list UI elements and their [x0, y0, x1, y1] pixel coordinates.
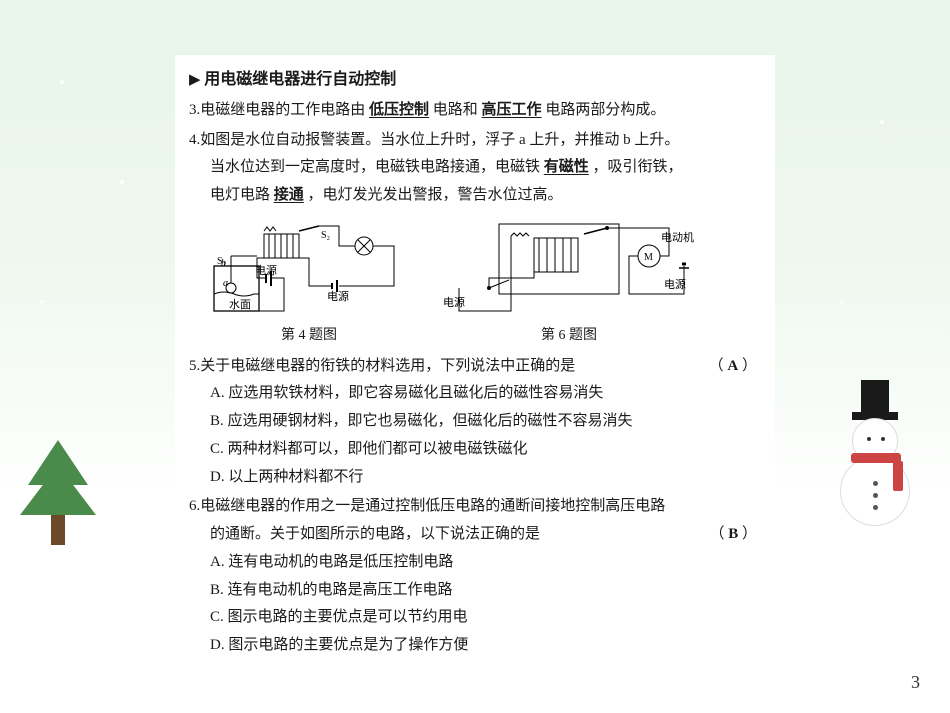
question-4: 4.如图是水位自动报警装置。当水位上升时，浮子 a 上升，并推动 b 上升。	[189, 127, 761, 155]
figures-row: S₁ S₂ 电源 电源 水面 a b 第 4 题图	[209, 216, 761, 349]
question-5: 5.关于电磁继电器的衔铁的材料选用，下列说法中正确的是 （ A ）	[189, 353, 761, 381]
snow-dot	[120, 180, 124, 184]
q5-num: 5.	[189, 358, 200, 374]
q5-optA: A. 应选用软铁材料，即它容易磁化且磁化后的磁性容易消失	[189, 380, 761, 408]
q6-stem2: 的通断。关于如图所示的电路，以下说法正确的是	[210, 526, 540, 542]
q6-answer: B	[728, 526, 738, 542]
figure-6: 电源 M 电动机 电源 第 6 题图	[439, 216, 699, 349]
q4-blank1: 有磁性	[544, 159, 589, 175]
fig6-src1: 电源	[443, 295, 465, 309]
q4-num: 4.	[189, 132, 200, 148]
fig6-motor: 电动机	[661, 230, 694, 244]
snow-dot	[60, 80, 64, 84]
q6-answer-paren: （ B ）	[709, 521, 757, 549]
q5-optC: C. 两种材料都可以，即他们都可以被电磁铁磁化	[189, 436, 761, 464]
fig4-water: 水面	[229, 298, 251, 311]
fig4-src2: 电源	[327, 289, 349, 303]
q3-blank2: 高压工作	[482, 102, 542, 118]
q4-line3b: ，电灯发光发出警报，警告水位过高。	[308, 187, 563, 203]
q4-line2b: ，吸引衔铁，	[593, 159, 683, 175]
snow-dot	[40, 300, 44, 304]
q6-num: 6.	[189, 498, 200, 514]
q6-optD: D. 图示电路的主要优点是为了操作方便	[189, 632, 761, 660]
q4-blank2: 接通	[274, 187, 304, 203]
q5-optD: D. 以上两种材料都不行	[189, 464, 761, 492]
question-6: 6.电磁继电器的作用之一是通过控制低压电路的通断间接地控制高压电路	[189, 493, 761, 521]
snowman-decoration	[840, 380, 910, 526]
figure-4: S₁ S₂ 电源 电源 水面 a b 第 4 题图	[209, 216, 409, 349]
snow-dot	[880, 120, 884, 124]
section-header: ▶ 用电磁继电器进行自动控制	[189, 65, 761, 95]
q5-stem: 关于电磁继电器的衔铁的材料选用，下列说法中正确的是	[200, 358, 575, 374]
fig6-src2: 电源	[664, 277, 686, 291]
q6-optC: C. 图示电路的主要优点是可以节约用电	[189, 604, 761, 632]
q4-line3a: 电灯电路	[210, 187, 270, 203]
q3-mid1: 电路和	[433, 102, 478, 118]
fig4-s2: S₂	[321, 230, 330, 241]
fig6-caption: 第 6 题图	[439, 323, 699, 349]
q3-blank1: 低压控制	[369, 102, 429, 118]
q6-optA: A. 连有电动机的电路是低压控制电路	[189, 549, 761, 577]
document-content: ▶ 用电磁继电器进行自动控制 3.电磁继电器的工作电路由 低压控制 电路和 高压…	[175, 55, 775, 674]
snow-dot	[840, 300, 844, 304]
section-title: 用电磁继电器进行自动控制	[204, 71, 396, 88]
q6-stem2-row: 的通断。关于如图所示的电路，以下说法正确的是 （ B ）	[189, 521, 761, 549]
page-number: 3	[911, 672, 920, 693]
q6-optB: B. 连有电动机的电路是高压工作电路	[189, 577, 761, 605]
fig4-src1: 电源	[255, 263, 277, 277]
q4-line2a: 当水位达到一定高度时，电磁铁电路接通，电磁铁	[210, 159, 540, 175]
q5-optB: B. 应选用硬钢材料，即它也易磁化，但磁化后的磁性不容易消失	[189, 408, 761, 436]
snow-dot	[150, 520, 154, 524]
q3-pre: 电磁继电器的工作电路由	[200, 102, 365, 118]
fig4-b: b	[221, 258, 226, 269]
q4-line2: 当水位达到一定高度时，电磁铁电路接通，电磁铁 有磁性 ，吸引衔铁，	[189, 154, 761, 182]
fig4-a: a	[223, 278, 228, 289]
q3-tail: 电路两部分构成。	[545, 102, 665, 118]
q3-num: 3.	[189, 102, 200, 118]
question-3: 3.电磁继电器的工作电路由 低压控制 电路和 高压工作 电路两部分构成。	[189, 97, 761, 125]
tree-decoration	[20, 440, 96, 545]
q4-line3: 电灯电路 接通 ，电灯发光发出警报，警告水位过高。	[189, 182, 761, 210]
q5-answer: A	[727, 358, 738, 374]
q5-answer-paren: （ A ）	[727, 353, 757, 381]
svg-text:M: M	[644, 252, 653, 263]
fig4-caption: 第 4 题图	[209, 323, 409, 349]
q6-stem1: 电磁继电器的作用之一是通过控制低压电路的通断间接地控制高压电路	[200, 498, 665, 514]
q4-line1a: 如图是水位自动报警装置。当水位上升时，浮子 a 上升，并推动 b 上升。	[200, 132, 679, 148]
